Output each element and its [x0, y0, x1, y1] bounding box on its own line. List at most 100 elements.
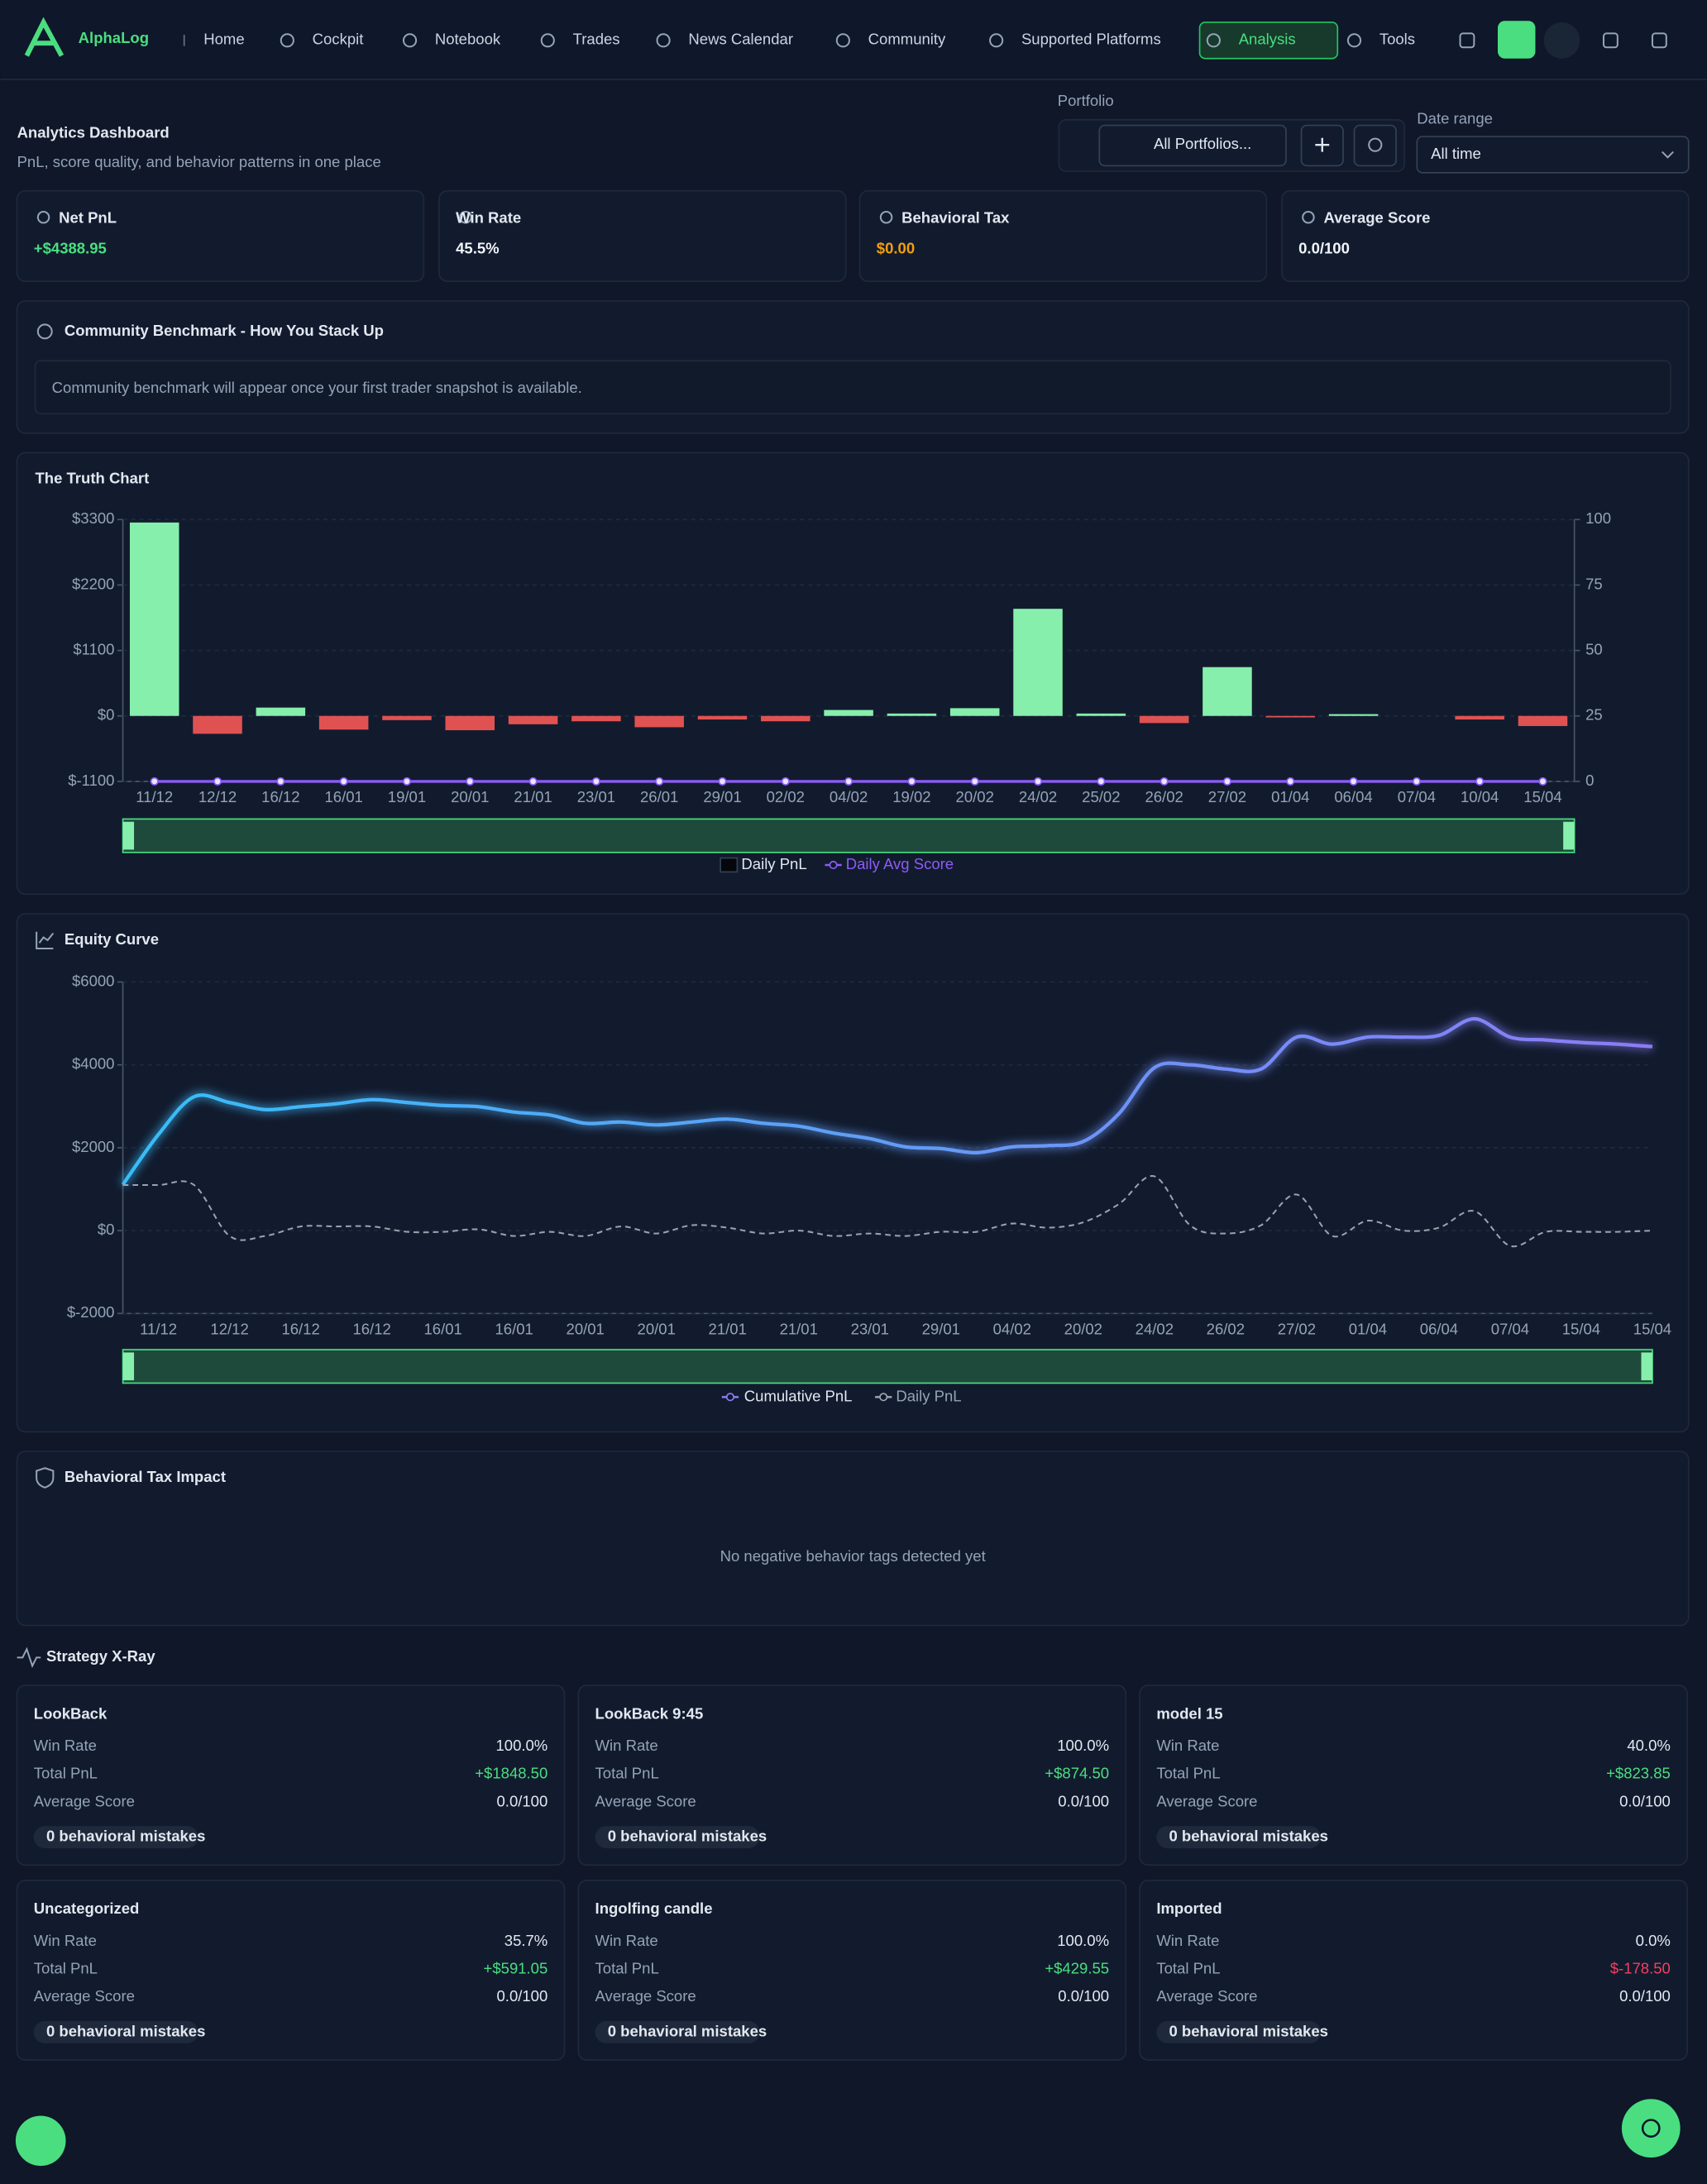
y-tick-label: $4000: [72, 1055, 115, 1073]
nav-item[interactable]: News Calendar: [688, 31, 793, 48]
strategy-card: [577, 1685, 1127, 1866]
page-title: Analytics Dashboard: [17, 124, 170, 141]
strategy-name: Imported: [1156, 1900, 1222, 1917]
y2-tick-label: 75: [1585, 575, 1603, 592]
x-tick-label: 26/02: [1145, 788, 1183, 805]
bar: [887, 713, 937, 716]
strategy-name: model 15: [1156, 1704, 1222, 1722]
x-tick-label: 23/01: [851, 1320, 889, 1337]
strategy-field-label: Average Score: [595, 1987, 696, 2005]
legend-label[interactable]: Daily PnL: [896, 1387, 961, 1404]
score-point: [1286, 777, 1295, 786]
mistakes-text: 0 behavioral mistakes: [1169, 1827, 1327, 1844]
legend-label[interactable]: Daily Avg Score: [846, 855, 954, 872]
strategy-field-label: Total PnL: [1156, 1960, 1220, 1977]
zoom-handle[interactable]: [122, 821, 135, 850]
zoom-slider[interactable]: [122, 1349, 1653, 1384]
score-point: [1349, 777, 1358, 786]
x-tick-label: 19/02: [892, 788, 930, 805]
bar: [1203, 667, 1252, 716]
legend-label[interactable]: Cumulative PnL: [744, 1387, 853, 1404]
date-range-select[interactable]: [1416, 136, 1690, 174]
zoom-slider[interactable]: [122, 818, 1576, 853]
shield-icon: [36, 1467, 55, 1489]
portfolio-select[interactable]: [1098, 124, 1287, 167]
mistakes-badge: [595, 1826, 760, 1849]
kpi-label: Behavioral Tax: [901, 208, 1010, 226]
x-tick-label: 06/04: [1420, 1320, 1458, 1337]
nav-item[interactable]: Analysis: [1239, 31, 1296, 48]
strategy-field-label: Average Score: [595, 1792, 696, 1809]
nav-item[interactable]: Cockpit: [313, 31, 365, 48]
bar: [508, 715, 558, 724]
portfolio-settings[interactable]: [1353, 124, 1397, 167]
nav-tool-icon[interactable]: [1459, 32, 1475, 49]
y2-tick-label: 0: [1585, 772, 1594, 789]
nav-tool-icon[interactable]: [1651, 32, 1667, 49]
nav-item[interactable]: Home: [203, 31, 244, 48]
y-tick-label: $-2000: [67, 1303, 115, 1321]
y-tick-label: $1100: [73, 640, 114, 657]
nav-item[interactable]: Community: [868, 31, 946, 48]
strategy-field-value: +$1848.50: [475, 1765, 547, 1782]
date-range-value[interactable]: All time: [1431, 145, 1481, 162]
y-tick-label: $-1100: [68, 772, 114, 789]
navbar: [0, 0, 1707, 80]
legend-marker-dot: [725, 1393, 734, 1402]
nav-item[interactable]: Tools: [1379, 31, 1415, 48]
strategy-field-value: 100.0%: [1057, 1932, 1109, 1949]
brand-name[interactable]: AlphaLog: [79, 29, 149, 46]
zoom-handle[interactable]: [122, 1352, 135, 1381]
mistakes-badge: [595, 2020, 760, 2043]
kpi-value: $0.00: [877, 239, 915, 256]
bar: [697, 715, 748, 720]
bar: [1328, 714, 1379, 716]
nav-item[interactable]: Trades: [573, 31, 620, 48]
x-tick-label: 07/04: [1491, 1320, 1529, 1337]
strategy-field-value: 0.0/100: [1058, 1792, 1109, 1809]
section-title: Strategy X-Ray: [46, 1647, 155, 1665]
brand-logo[interactable]: [24, 17, 65, 57]
strategy-field-value: +$874.50: [1045, 1765, 1109, 1782]
score-point: [591, 777, 600, 786]
y-tick-label: $6000: [72, 972, 115, 989]
score-point: [907, 777, 916, 786]
scan-button[interactable]: [1497, 21, 1536, 59]
x-tick-label: 23/01: [577, 788, 615, 805]
strategy-field-value: 0.0/100: [1619, 1987, 1671, 2005]
x-tick-label: 01/04: [1271, 788, 1309, 805]
strategy-field-label: Win Rate: [1156, 1737, 1219, 1754]
strategy-field-value: 35.7%: [504, 1932, 548, 1949]
nav-tool-icon[interactable]: [1602, 32, 1619, 49]
chart-card: [16, 913, 1690, 1433]
score-point: [781, 777, 790, 786]
chat-button[interactable]: [1621, 2099, 1681, 2158]
bar: [1455, 715, 1504, 720]
nav-icon: [280, 33, 294, 48]
x-tick-label: 26/01: [640, 788, 678, 805]
bar: [949, 708, 1000, 716]
bar: [1076, 713, 1126, 716]
nav-item[interactable]: Notebook: [435, 31, 501, 48]
strategy-field-label: Average Score: [1156, 1987, 1257, 2005]
x-tick-label: 29/01: [703, 788, 741, 805]
x-tick-label: 16/12: [281, 1320, 319, 1337]
strategy-field-label: Win Rate: [34, 1932, 97, 1949]
kpi-value: 45.5%: [456, 239, 500, 256]
theme-button[interactable]: [1543, 22, 1580, 59]
accessibility-button[interactable]: [15, 2115, 66, 2167]
portfolio-value[interactable]: All Portfolios...: [1154, 135, 1251, 152]
strategy-field-value: 40.0%: [1627, 1737, 1671, 1754]
y-tick-label: $2200: [72, 575, 115, 592]
zoom-handle[interactable]: [1641, 1352, 1652, 1381]
score-point: [1412, 777, 1421, 786]
strategy-field-value: 0.0/100: [1058, 1987, 1109, 2005]
legend-label[interactable]: Daily PnL: [741, 855, 806, 872]
strategy-field-value: 0.0%: [1636, 1932, 1671, 1949]
kpi-card: [438, 189, 847, 283]
x-tick-label: 24/02: [1019, 788, 1057, 805]
kpi-value: 0.0/100: [1298, 239, 1350, 256]
score-point: [150, 777, 159, 786]
zoom-handle[interactable]: [1563, 821, 1575, 850]
nav-item[interactable]: Supported Platforms: [1021, 31, 1161, 48]
